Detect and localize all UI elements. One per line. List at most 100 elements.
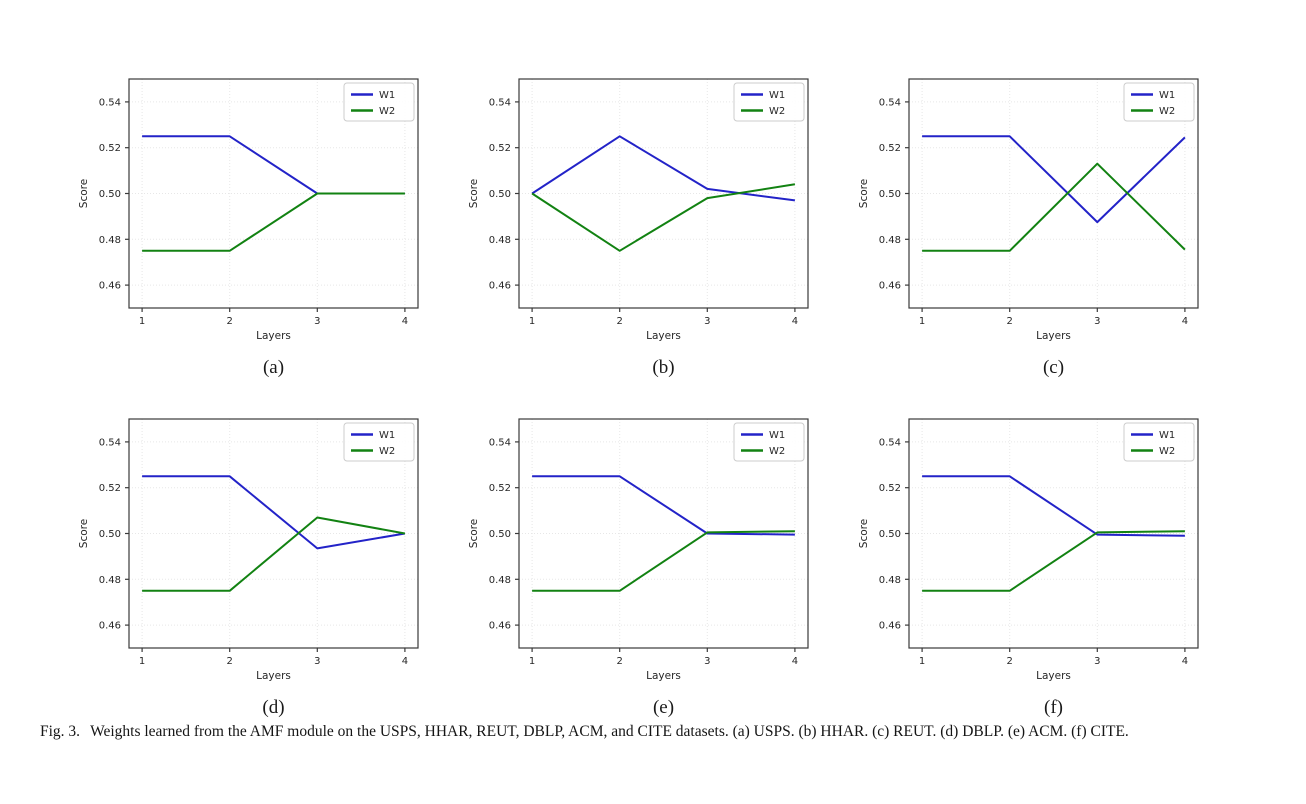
y-tick-label: 0.54 (99, 97, 121, 108)
legend-label-w1: W1 (1159, 90, 1175, 101)
w1-line (531, 135, 796, 202)
x-tick-label: 2 (1007, 316, 1013, 327)
figure-caption-label: Fig. 3. (40, 723, 81, 740)
y-tick-label: 0.52 (489, 143, 511, 154)
y-tick-label: 0.52 (879, 143, 901, 154)
w1-line (142, 135, 405, 195)
subplot-a-usps: 0.46 0.48 0.50 0.52 0.54 1 2 3 4 Layers Score W1 W2 … (40, 60, 430, 400)
y-axis-label: Score (468, 179, 480, 208)
y-tick-label: 0.46 (489, 621, 511, 632)
x-tick-label: 4 (402, 316, 408, 327)
legend-label-w2: W2 (1159, 106, 1175, 117)
w2-line (531, 183, 796, 252)
y-tick-label: 0.50 (99, 529, 121, 540)
y-axis-label: Score (78, 179, 90, 208)
x-axis-label: Layers (256, 670, 291, 682)
figure-caption-text: Weights learned from the AMF module on t… (90, 723, 1129, 740)
y-tick-label: 0.48 (489, 575, 511, 586)
x-tick-label: 1 (139, 656, 145, 667)
y-tick-label: 0.50 (879, 189, 901, 200)
legend-label-w1: W1 (379, 430, 395, 441)
legend-label-w2: W2 (1159, 446, 1175, 457)
x-axis-label: Layers (646, 670, 681, 682)
line-chart-acm: 0.46 0.48 0.50 0.52 0.54 1 2 3 4 Layers Score W1 W2 (468, 418, 809, 682)
line-chart-cite: 0.46 0.48 0.50 0.52 0.54 1 2 3 4 Layers Score W1 W2 (858, 418, 1199, 682)
x-tick-label: 2 (1007, 656, 1013, 667)
w2-line (142, 516, 406, 592)
y-tick-label: 0.48 (879, 575, 901, 586)
legend-label-w2: W2 (769, 106, 785, 117)
y-tick-label: 0.48 (879, 235, 901, 246)
line-chart-hhar: 0.46 0.48 0.50 0.52 0.54 1 2 3 4 Layers Score W1 W2 (468, 78, 809, 342)
x-tick-label: 2 (227, 316, 233, 327)
subplot-c-reut: 0.46 0.48 0.50 0.52 0.54 1 2 3 4 Layers Score W1 W2 … (820, 60, 1210, 400)
y-tick-label: 0.54 (879, 437, 901, 448)
x-tick-label: 2 (227, 656, 233, 667)
w2-line (922, 162, 1186, 252)
legend-label-w2: W2 (379, 446, 395, 457)
x-tick-label: 3 (1094, 656, 1100, 667)
y-tick-label: 0.46 (879, 281, 901, 292)
subplot-b-hhar: 0.46 0.48 0.50 0.52 0.54 1 2 3 4 Layers Score W1 W2 … (430, 60, 820, 400)
subplot-letter-e: (e) (652, 697, 675, 718)
legend-label-w2: W2 (379, 106, 395, 117)
line-chart-usps: 0.46 0.48 0.50 0.52 0.54 1 2 3 4 Layers Score W1 W2 (78, 78, 419, 342)
w1-line (532, 475, 795, 536)
x-tick-label: 1 (919, 316, 925, 327)
y-tick-label: 0.48 (99, 235, 121, 246)
x-axis-label: Layers (1036, 670, 1071, 682)
y-tick-label: 0.46 (489, 281, 511, 292)
subplot-letter-d: (d) (262, 697, 285, 718)
y-tick-label: 0.50 (879, 529, 901, 540)
x-axis-label: Layers (1036, 330, 1071, 342)
x-tick-label: 1 (529, 316, 535, 327)
subplot-letter-f: (f) (1044, 697, 1063, 718)
x-tick-label: 4 (792, 316, 798, 327)
w2-line (142, 192, 405, 252)
y-axis-label: Score (858, 179, 870, 208)
y-tick-label: 0.52 (99, 143, 121, 154)
y-tick-label: 0.54 (489, 97, 511, 108)
x-tick-label: 4 (1182, 316, 1188, 327)
y-tick-label: 0.50 (99, 189, 121, 200)
line-chart-reut: 0.46 0.48 0.50 0.52 0.54 1 2 3 4 Layers Score W1 W2 (858, 78, 1199, 342)
y-tick-label: 0.50 (489, 529, 511, 540)
subplot-letter-c: (c) (1042, 357, 1065, 378)
x-axis-label: Layers (646, 330, 681, 342)
y-tick-label: 0.52 (99, 483, 121, 494)
y-tick-label: 0.52 (489, 483, 511, 494)
subplot-f-cite: 0.46 0.48 0.50 0.52 0.54 1 2 3 4 Layers Score W1 W2 … (820, 400, 1210, 740)
x-tick-label: 4 (792, 656, 798, 667)
x-tick-label: 2 (617, 316, 623, 327)
subplot-e-acm: 0.46 0.48 0.50 0.52 0.54 1 2 3 4 Layers Score W1 W2 … (430, 400, 820, 740)
y-tick-label: 0.48 (99, 575, 121, 586)
y-tick-label: 0.50 (489, 189, 511, 200)
legend-label-w1: W1 (379, 90, 395, 101)
x-tick-label: 2 (617, 656, 623, 667)
y-tick-label: 0.52 (879, 483, 901, 494)
legend-label-w1: W1 (769, 430, 785, 441)
y-tick-label: 0.46 (99, 281, 121, 292)
subplot-letter-b: (b) (652, 357, 675, 378)
x-tick-label: 1 (919, 656, 925, 667)
x-tick-label: 4 (402, 656, 408, 667)
line-chart-dblp: 0.46 0.48 0.50 0.52 0.54 1 2 3 4 Layers Score W1 W2 (78, 418, 419, 682)
y-axis-label: Score (78, 519, 90, 548)
legend-label-w1: W1 (1159, 430, 1175, 441)
y-tick-label: 0.54 (879, 97, 901, 108)
x-tick-label: 3 (704, 316, 710, 327)
x-axis-label: Layers (256, 330, 291, 342)
x-tick-label: 3 (1094, 316, 1100, 327)
legend-label-w1: W1 (769, 90, 785, 101)
w1-line (922, 475, 1185, 537)
figure-caption: Fig. 3. Weights learned from the AMF modu… (40, 722, 1272, 742)
y-tick-label: 0.48 (489, 235, 511, 246)
w2-line (922, 530, 1185, 592)
charts-grid: 0.46 0.48 0.50 0.52 0.54 1 2 3 4 Layers Score W1 W2 … (40, 60, 1210, 740)
x-tick-label: 1 (139, 316, 145, 327)
w1-line (922, 135, 1186, 224)
x-tick-label: 3 (314, 316, 320, 327)
y-tick-label: 0.46 (879, 621, 901, 632)
x-tick-label: 4 (1182, 656, 1188, 667)
